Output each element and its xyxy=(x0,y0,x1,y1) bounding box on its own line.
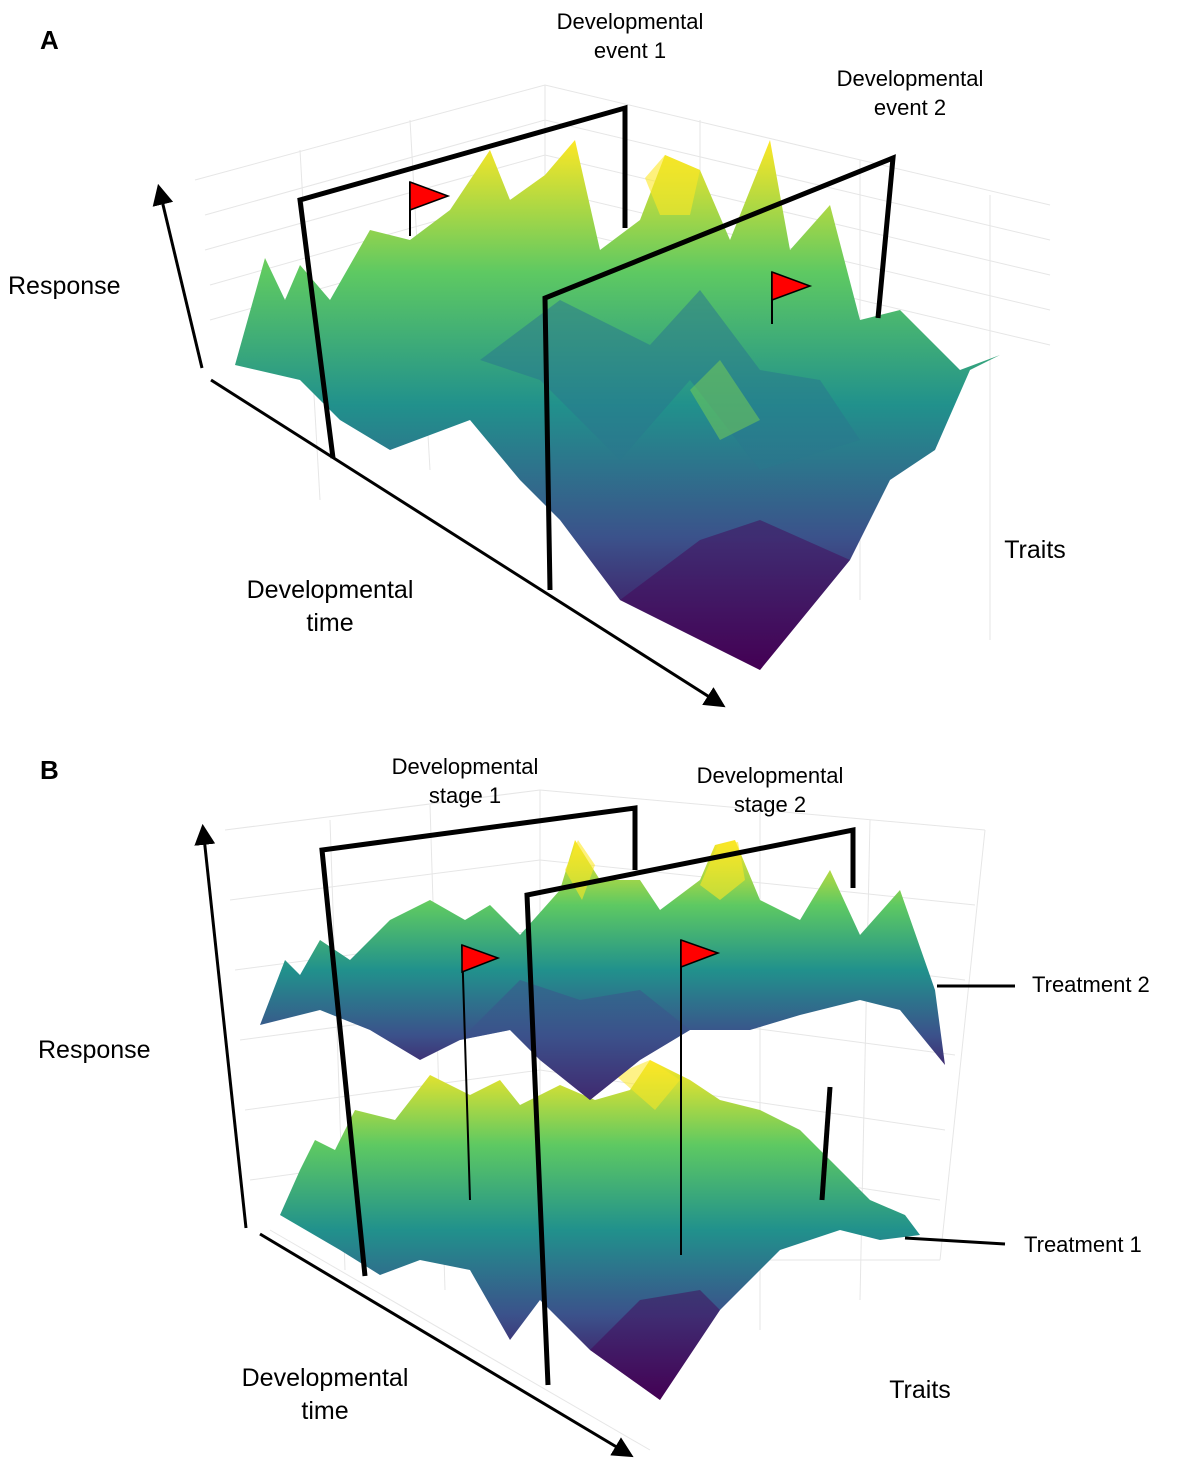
panel-a-letter: A xyxy=(40,25,59,55)
time-axis-label: Developmental time xyxy=(246,576,414,637)
panel-b-surface-treatment-2 xyxy=(260,840,945,1100)
response-axis-label: Response xyxy=(8,272,121,300)
panel-b-surface-treatment-1 xyxy=(280,1060,920,1400)
treatment-2-label: Treatment 2 xyxy=(1032,972,1150,997)
traits-axis-label: Traits xyxy=(1004,536,1066,564)
stage-2-label: Developmental stage 2 xyxy=(696,763,844,817)
stage-1-label: Developmental stage 1 xyxy=(391,754,539,808)
time-axis-label: Developmental time xyxy=(241,1364,409,1425)
event-1-label: Developmental event 1 xyxy=(556,9,704,63)
panel-b-stage-frames xyxy=(319,805,856,1386)
event-2-label: Developmental event 2 xyxy=(836,66,984,120)
flag-1-icon xyxy=(409,180,451,236)
panel-b-letter: B xyxy=(40,755,59,785)
response-axis-arrow xyxy=(194,823,248,1229)
flag-2-icon xyxy=(680,938,721,1255)
panel-b xyxy=(194,789,1015,1458)
treatment-1-label: Treatment 1 xyxy=(1024,1232,1142,1257)
panel-b-leaders xyxy=(904,984,1015,1246)
panel-a-flags xyxy=(409,180,813,324)
stage-1-frame xyxy=(319,805,638,1277)
panel-b-flags xyxy=(461,938,721,1255)
time-axis-arrow xyxy=(259,1232,634,1458)
panel-a-event-frames xyxy=(297,104,896,591)
panel-a-surface xyxy=(235,140,1000,670)
traits-axis-label: Traits xyxy=(889,1376,951,1404)
flag-1-icon xyxy=(461,943,501,1201)
panel-a-axes xyxy=(152,183,726,708)
event-1-frame xyxy=(297,104,628,459)
stage-2-frame xyxy=(524,826,856,1386)
panel-b-axes xyxy=(194,823,634,1458)
response-axis-label: Response xyxy=(38,1036,151,1064)
flag-2-icon xyxy=(771,270,813,324)
time-axis-arrow xyxy=(210,378,726,708)
response-axis-arrow xyxy=(152,183,204,369)
event-2-frame xyxy=(542,154,896,591)
treatment-1-leader xyxy=(904,1236,1006,1246)
panel-a xyxy=(152,84,1051,708)
